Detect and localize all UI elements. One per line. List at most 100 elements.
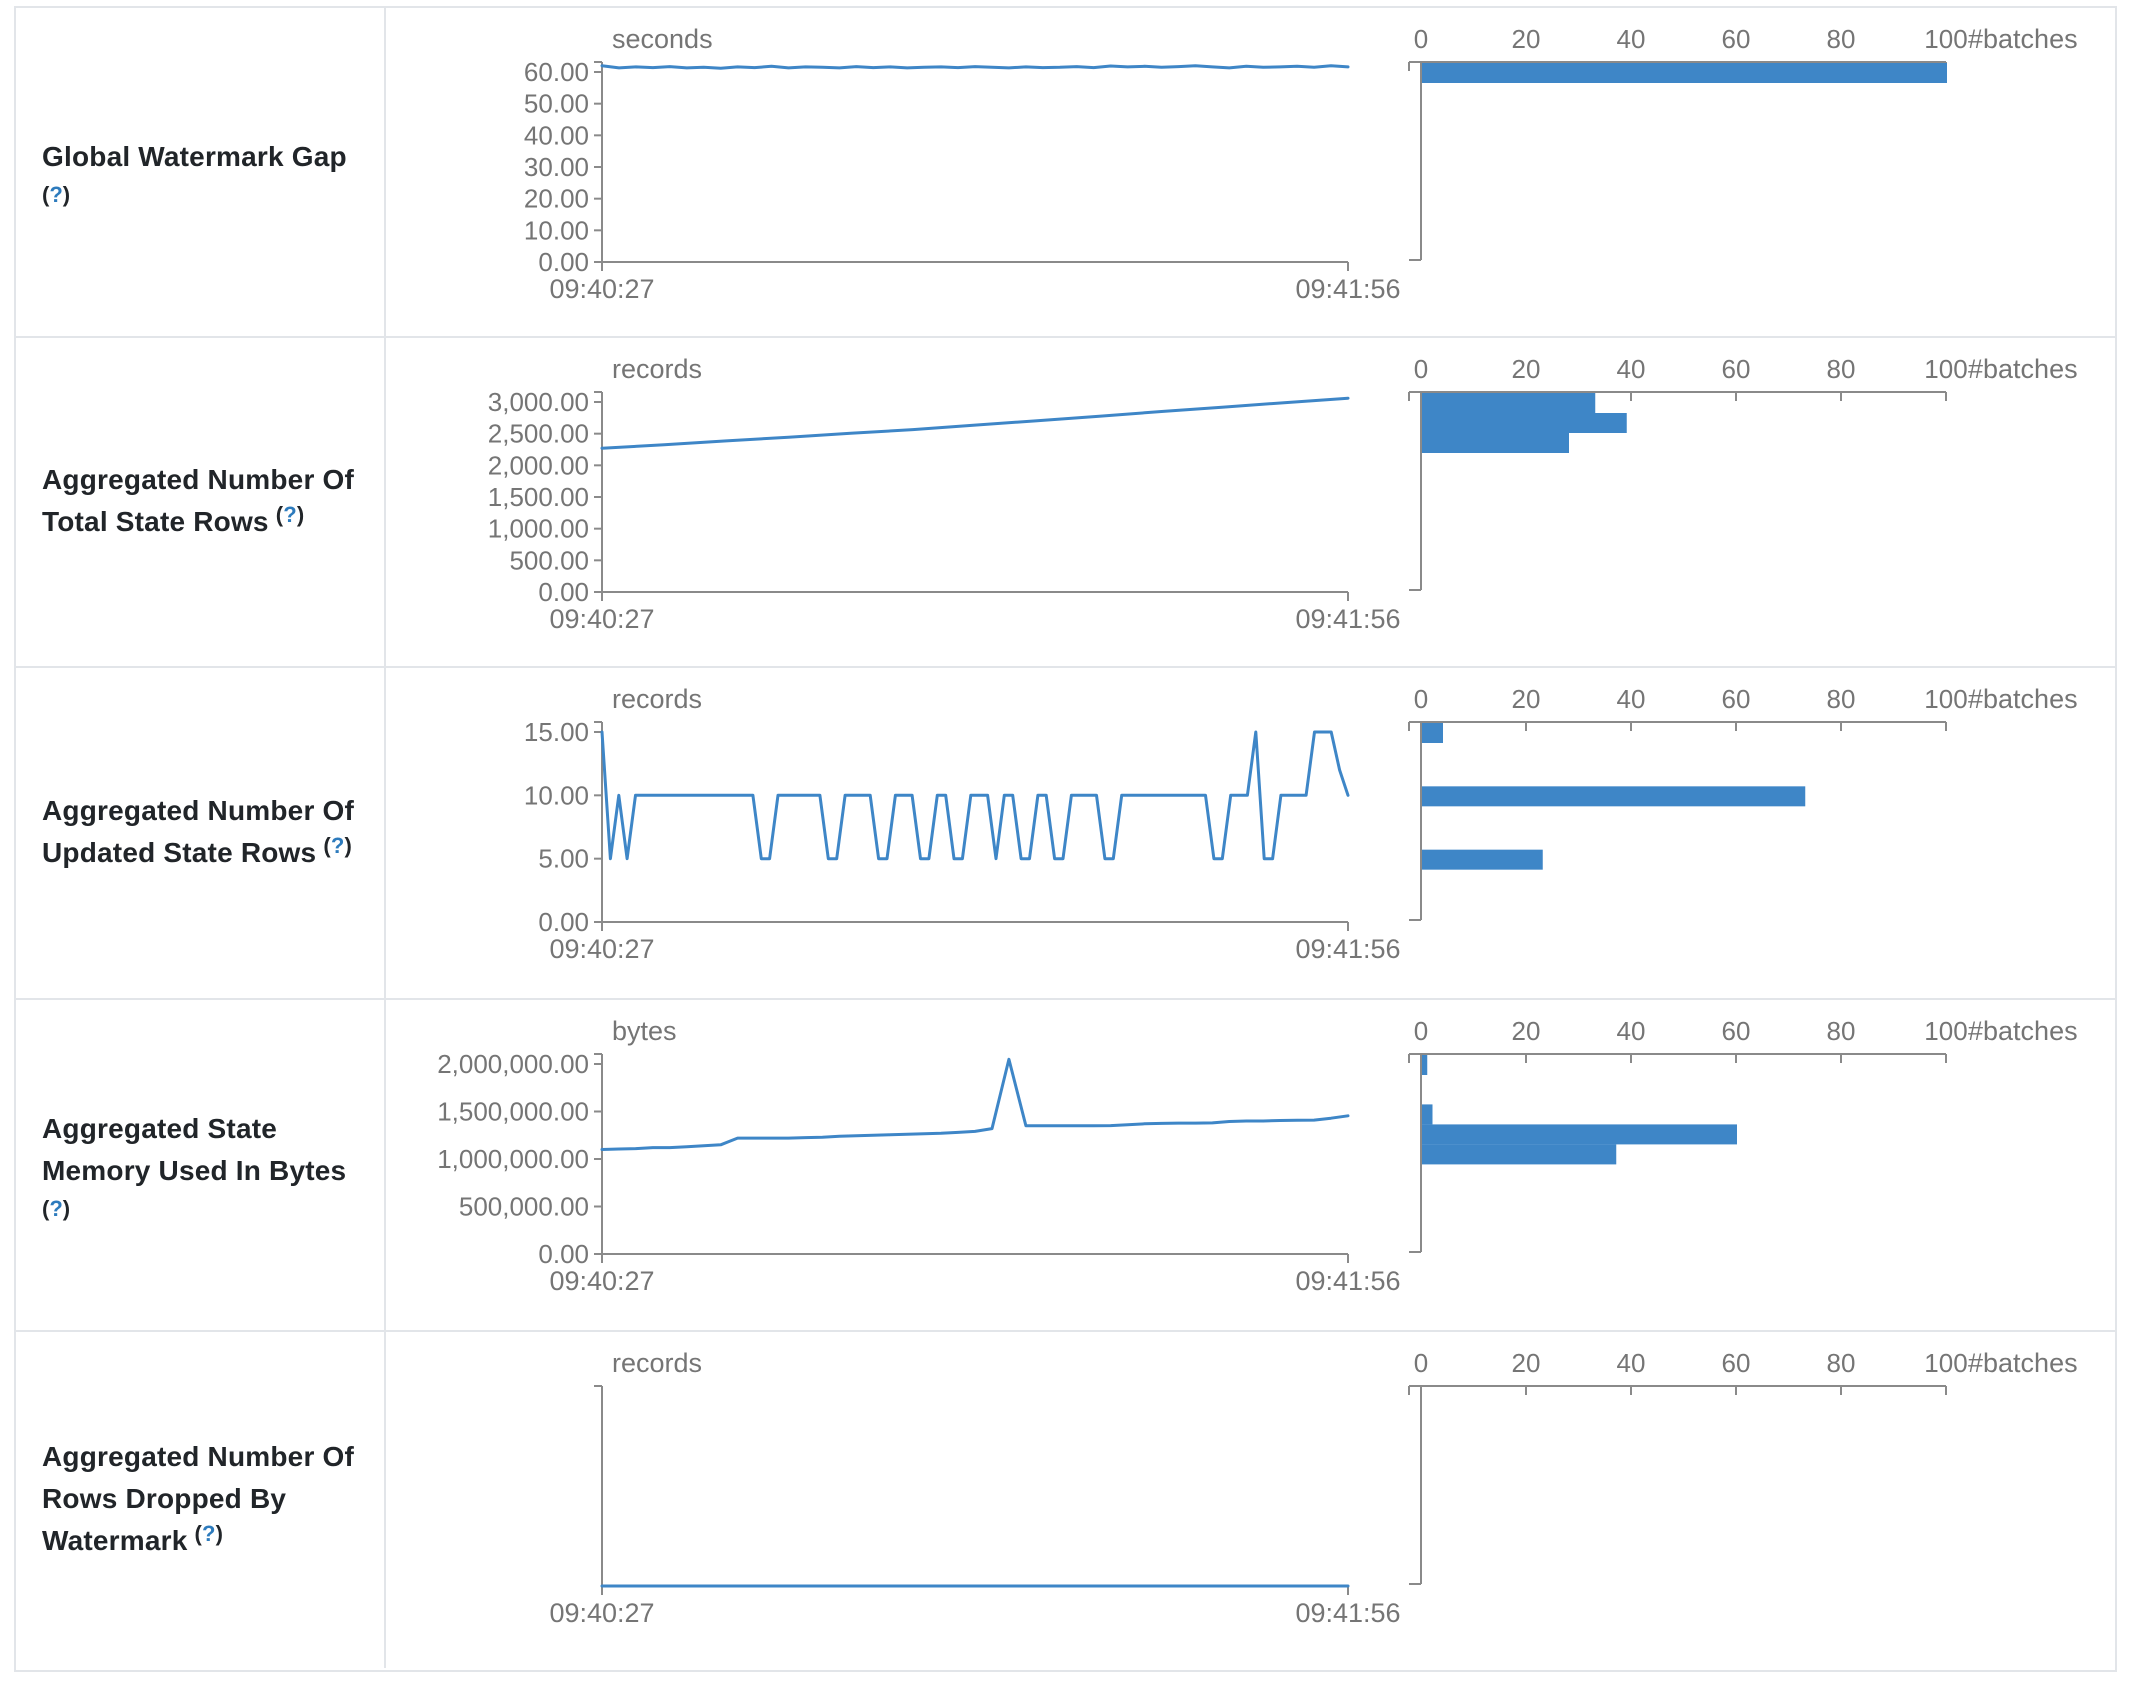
svg-text:09:41:56: 09:41:56 [1295,934,1400,964]
help-tooltip-link[interactable]: (?) [194,1521,224,1546]
metric-label: Aggregated Number Of [42,464,355,495]
metric-row-total-state-rows: records 3,000.00 2,500.00 2,000.00 1,500.00 1… [16,338,2115,668]
svg-text:records: records [612,354,702,384]
svg-text:100: 100 [1924,1348,1967,1378]
state-memory-charts: bytes 2,000,000.00 1,500,000.00 1,000,000.0… [437,1016,2078,1296]
svg-text:30.00: 30.00 [524,152,589,182]
svg-text:0: 0 [1414,24,1428,54]
metric-label-cell: Global Watermark Gap (?) [16,8,386,336]
question-mark-icon: ? [330,833,345,858]
svg-text:60: 60 [1722,1016,1751,1046]
svg-text:10.00: 10.00 [524,780,589,810]
svg-text:09:41:56: 09:41:56 [1295,1266,1400,1296]
svg-text:09:40:27: 09:40:27 [549,1266,654,1296]
svg-text:20: 20 [1512,684,1541,714]
metric-label: Total State Rows (?) [42,502,305,537]
svg-text:09:41:56: 09:41:56 [1295,1598,1400,1628]
svg-text:80: 80 [1827,24,1856,54]
help-tooltip-link[interactable]: (?) [42,182,71,207]
metric-label: Rows Dropped By [42,1483,287,1514]
help-tooltip-link[interactable]: (?) [275,502,305,527]
metrics-table: seconds 60.00 50.00 40.00 30.00 20.00 10.00 0.0… [14,6,2117,1672]
svg-text:80: 80 [1827,1348,1856,1378]
svg-text:10.00: 10.00 [524,215,589,245]
svg-text:0: 0 [1414,354,1428,384]
svg-text:1,500,000.00: 1,500,000.00 [437,1097,589,1127]
svg-text:20.00: 20.00 [524,184,589,214]
svg-text:0.00: 0.00 [538,577,589,607]
svg-text:2,500.00: 2,500.00 [488,419,589,449]
svg-text:0: 0 [1414,1348,1428,1378]
svg-text:50.00: 50.00 [524,89,589,119]
metric-label: Aggregated Number Of [42,795,355,826]
metric-row-updated-state-rows: records 15.00 10.00 5.00 0.00 09:40:27 09:41:5… [16,668,2115,1000]
svg-text:#batches: #batches [1968,24,2078,54]
metric-label-cell: Aggregated Number Of Updated State Rows(… [16,668,386,998]
metric-row-rows-dropped-by-watermark: records 09:40:27 09:41:56 0 20 40 60 80 100 #batc… [16,1332,2115,1668]
metric-row-global-watermark-gap: seconds 60.00 50.00 40.00 30.00 20.00 10.00 0.0… [16,8,2115,338]
help-tooltip-link[interactable]: (?) [42,1196,71,1221]
svg-text:1,000.00: 1,000.00 [488,514,589,544]
question-mark-icon: ? [283,502,297,527]
metric-label: Aggregated State [42,1113,278,1144]
svg-text:100: 100 [1924,354,1967,384]
svg-text:09:40:27: 09:40:27 [549,274,654,304]
metric-label-cell: Aggregated Number Of Rows Dropped By Wat… [16,1332,386,1668]
svg-text:0: 0 [1414,1016,1428,1046]
watermark-gap-charts: seconds 60.0050.0040.0030.0020.0010.000.0… [524,24,2078,304]
svg-text:0.00: 0.00 [538,247,589,277]
svg-text:09:40:27: 09:40:27 [549,604,654,634]
metric-label: Global Watermark Gap [42,141,347,172]
help-tooltip-link[interactable]: (?) [323,833,353,858]
svg-text:1,000,000.00: 1,000,000.00 [437,1144,589,1174]
question-mark-icon: ? [202,1521,216,1546]
metric-label: Watermark (?) [42,1521,224,1556]
svg-text:2,000,000.00: 2,000,000.00 [437,1049,589,1079]
svg-text:#batches: #batches [1968,684,2078,714]
svg-text:20: 20 [1512,1348,1541,1378]
svg-text:40: 40 [1617,24,1646,54]
svg-text:records: records [612,684,702,714]
svg-text:60: 60 [1722,684,1751,714]
svg-text:80: 80 [1827,354,1856,384]
svg-text:0.00: 0.00 [538,1239,589,1269]
svg-text:40: 40 [1617,684,1646,714]
svg-text:60: 60 [1722,354,1751,384]
svg-text:09:41:56: 09:41:56 [1295,604,1400,634]
svg-text:0: 0 [1414,684,1428,714]
svg-text:40: 40 [1617,354,1646,384]
svg-text:#batches: #batches [1968,354,2078,384]
svg-text:100: 100 [1924,684,1967,714]
svg-text:15.00: 15.00 [524,717,589,747]
svg-text:80: 80 [1827,684,1856,714]
svg-text:#batches: #batches [1968,1016,2078,1046]
svg-text:3,000.00: 3,000.00 [488,387,589,417]
svg-text:60: 60 [1722,24,1751,54]
svg-text:100: 100 [1924,24,1967,54]
svg-text:0.00: 0.00 [538,907,589,937]
svg-text:40: 40 [1617,1348,1646,1378]
svg-text:20: 20 [1512,24,1541,54]
metric-label-cell: Aggregated Number Of Total State Rows (?) [16,338,386,666]
svg-text:100: 100 [1924,1016,1967,1046]
metric-label-cell: Aggregated State Memory Used In Bytes (?… [16,1000,386,1330]
svg-text:20: 20 [1512,1016,1541,1046]
svg-text:40: 40 [1617,1016,1646,1046]
rows-dropped-charts: records 09:40:27 09:41:56 0 20 40 60 80 100 #batc… [549,1348,2078,1628]
svg-text:60.00: 60.00 [524,57,589,87]
svg-text:bytes: bytes [612,1016,677,1046]
svg-text:1,500.00: 1,500.00 [488,482,589,512]
svg-text:5.00: 5.00 [538,844,589,874]
svg-text:09:40:27: 09:40:27 [549,1598,654,1628]
metric-label: Memory Used In Bytes [42,1155,347,1186]
svg-text:records: records [612,1348,702,1378]
svg-text:20: 20 [1512,354,1541,384]
svg-text:09:41:56: 09:41:56 [1295,274,1400,304]
metric-label: Updated State Rows (?) [42,833,353,868]
total-state-rows-charts: records3,000.002,500.002,000.001,500.001… [488,354,2078,634]
metric-row-state-memory-bytes: bytes 2,000,000.00 1,500,000.00 1,000,000.0… [16,1000,2115,1332]
svg-text:40.00: 40.00 [524,120,589,150]
svg-text:#batches: #batches [1968,1348,2078,1378]
